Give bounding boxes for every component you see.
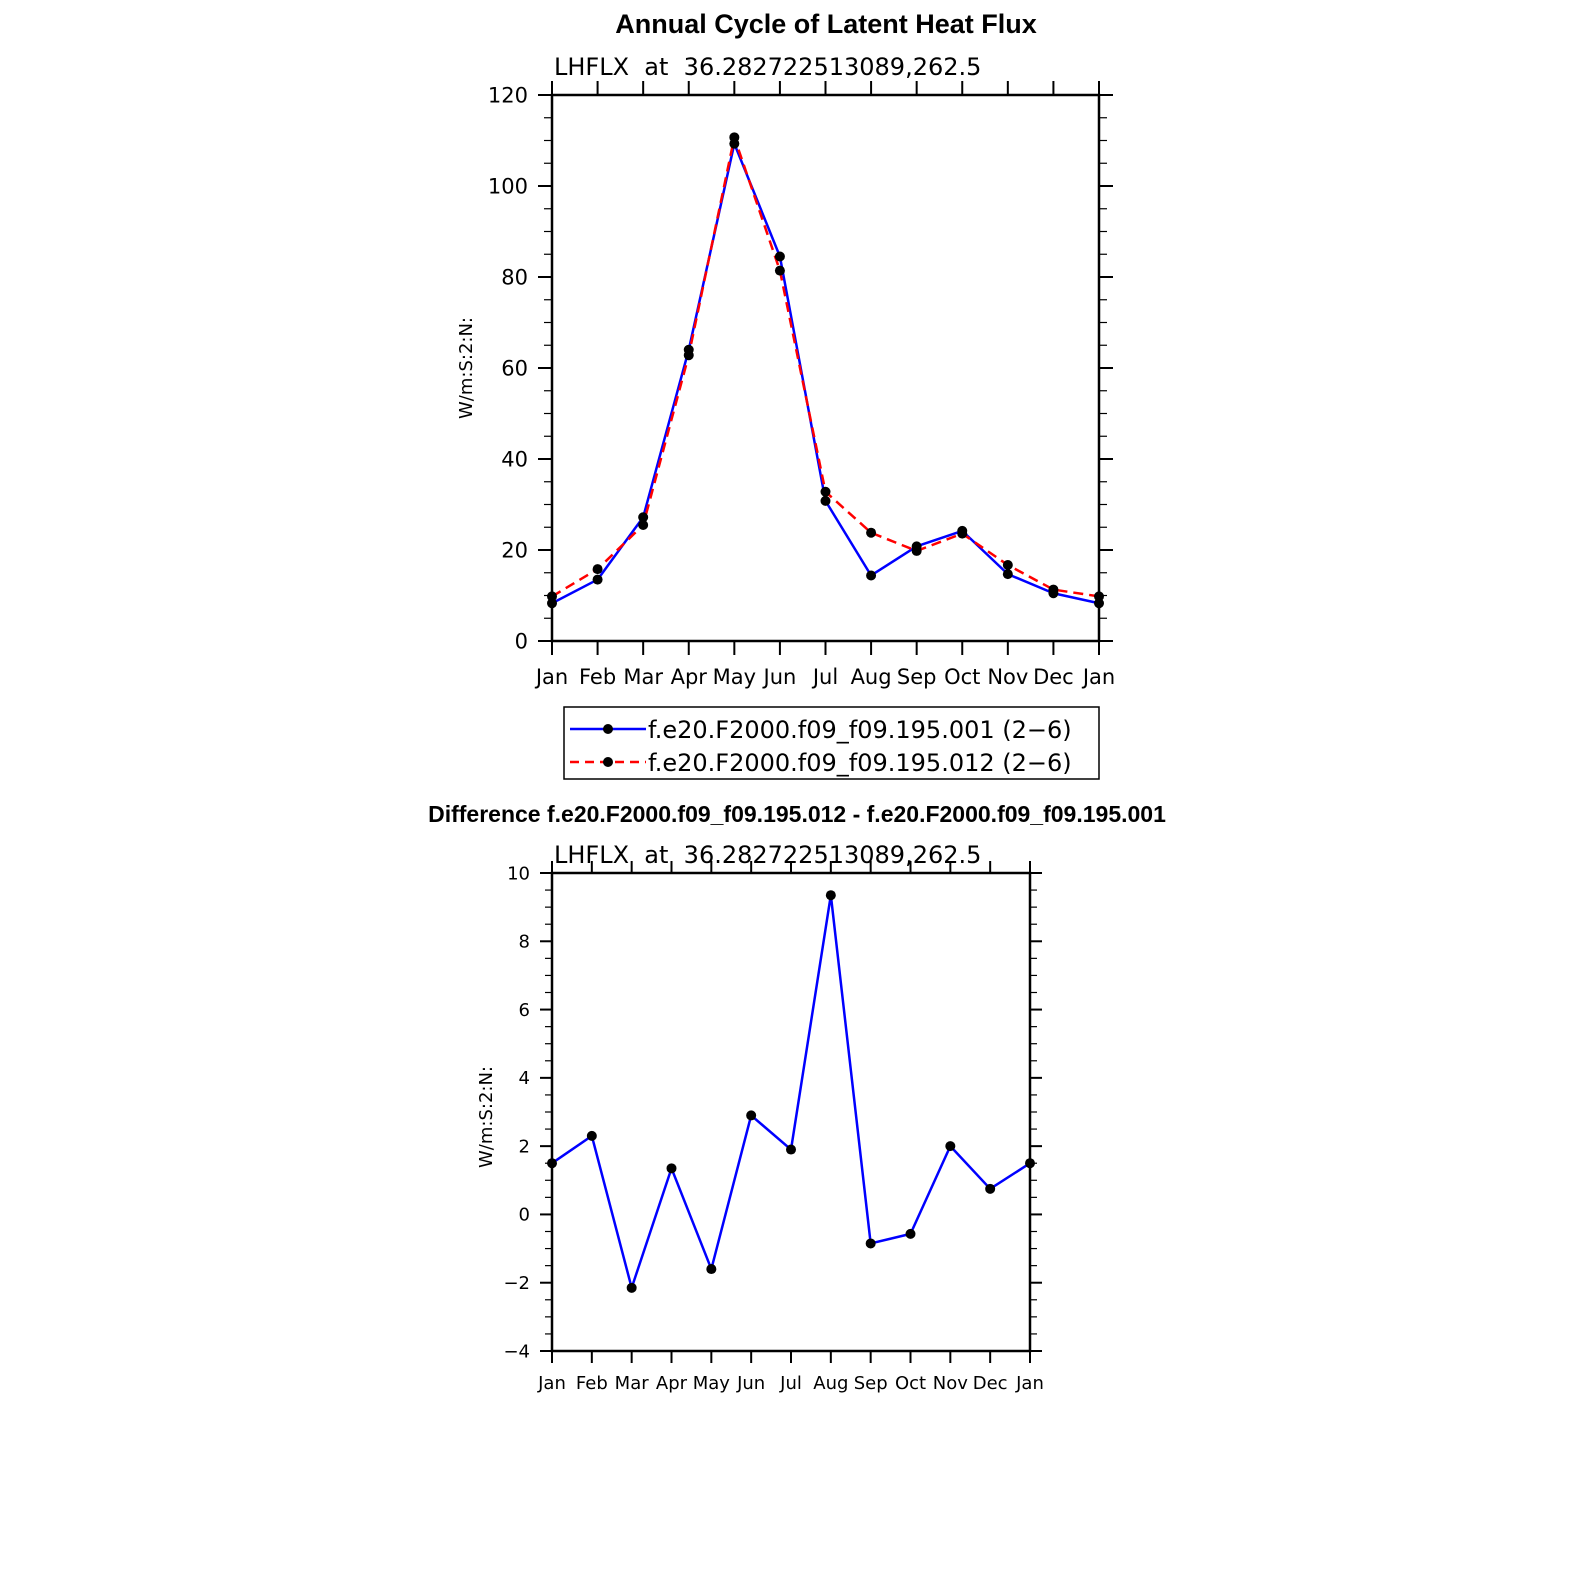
chart2-title: Difference f.e20.F2000.f09_f09.195.012 -…: [428, 801, 1166, 827]
x-tick-label: Jan: [1015, 1373, 1044, 1394]
y-tick-label: 0: [519, 1205, 530, 1226]
x-tick-label: Feb: [576, 1373, 608, 1394]
x-tick-label: Sep: [854, 1373, 888, 1394]
data-point: [945, 1141, 956, 1152]
x-tick-label: Apr: [671, 665, 708, 689]
data-point: [774, 265, 785, 276]
x-tick-label: Mar: [615, 1373, 650, 1394]
data-point: [547, 1158, 557, 1169]
data-point: [866, 527, 877, 538]
y-tick-label: 40: [501, 447, 528, 471]
data-point: [638, 519, 649, 530]
y-tick-label: 80: [501, 265, 528, 289]
data-point: [866, 570, 877, 581]
plot-frame: [550, 93, 1101, 643]
data-point: [746, 1110, 757, 1121]
chart2-ylabel: W/m:S:2:N:: [476, 1066, 497, 1168]
y-tick-label: 20: [501, 538, 528, 562]
legend-label-red: f.e20.F2000.f09_f09.195.012 (2−6): [648, 749, 1072, 777]
data-point: [706, 1264, 717, 1275]
x-tick-label: Jan: [534, 665, 568, 689]
chart1-title: Annual Cycle of Latent Heat Flux: [615, 9, 1037, 39]
y-tick-label: 60: [501, 356, 528, 380]
chart1-ylabel: W/m:S:2:N:: [456, 317, 477, 419]
x-tick-label: Aug: [851, 665, 892, 689]
data-point: [729, 132, 740, 143]
series-line-0: [551, 893, 1031, 1290]
data-point: [911, 545, 922, 556]
x-tick-label: May: [693, 1373, 731, 1394]
y-tick-label: −4: [503, 1341, 530, 1362]
x-tick-label: Aug: [813, 1373, 848, 1394]
legend-label-blue: f.e20.F2000.f09_f09.195.001 (2−6): [648, 716, 1072, 744]
data-point: [592, 574, 603, 585]
x-tick-label: May: [713, 665, 756, 689]
x-tick-label: Jul: [779, 1373, 802, 1394]
chart2-subtitle: LHFLX at 36.282722513089,262.5: [554, 841, 981, 869]
x-tick-label: Dec: [973, 1373, 1008, 1394]
y-tick-label: 0: [515, 629, 528, 653]
data-point: [547, 591, 557, 602]
data-point: [586, 1130, 597, 1141]
y-tick-label: 100: [488, 174, 528, 198]
annual-cycle-chart: Annual Cycle of Latent Heat Flux LHFLX a…: [456, 9, 1115, 780]
difference-chart: Difference f.e20.F2000.f09_f09.195.012 -…: [428, 801, 1166, 1394]
x-tick-label: Sep: [897, 665, 937, 689]
x-tick-label: Jul: [811, 665, 838, 689]
x-tick-label: Oct: [944, 665, 980, 689]
data-point: [666, 1163, 677, 1174]
x-tick-label: Feb: [579, 665, 616, 689]
data-point: [1002, 569, 1013, 580]
data-point: [774, 251, 785, 262]
y-tick-label: −2: [503, 1273, 530, 1294]
x-tick-label: Nov: [987, 665, 1028, 689]
data-point: [820, 486, 831, 497]
chart1-subtitle: LHFLX at 36.282722513089,262.5: [554, 53, 981, 81]
plot-frame: [550, 871, 1032, 1353]
data-point: [626, 1282, 637, 1293]
data-point: [592, 564, 603, 575]
x-tick-label: Jan: [1081, 665, 1115, 689]
x-tick-label: Oct: [895, 1373, 926, 1394]
x-tick-label: Jun: [762, 665, 797, 689]
series-line-1: [551, 136, 1100, 598]
data-point: [1048, 584, 1059, 595]
data-point: [1025, 1158, 1035, 1169]
data-point: [905, 1228, 916, 1239]
data-point: [1094, 591, 1104, 602]
data-point: [820, 495, 831, 506]
data-point: [1002, 560, 1013, 571]
x-tick-label: Apr: [656, 1373, 688, 1394]
data-point: [957, 528, 968, 539]
y-tick-label: 120: [488, 83, 528, 107]
x-tick-label: Mar: [623, 665, 663, 689]
legend-marker-blue: [603, 724, 613, 734]
x-tick-label: Nov: [933, 1373, 968, 1394]
data-point: [865, 1238, 876, 1249]
data-point: [985, 1183, 996, 1194]
x-tick-label: Dec: [1033, 665, 1074, 689]
y-tick-label: 4: [519, 1068, 530, 1089]
x-tick-label: Jan: [537, 1373, 566, 1394]
data-point: [638, 512, 649, 523]
data-point: [825, 890, 836, 901]
y-tick-label: 8: [519, 932, 530, 953]
x-tick-label: Jun: [736, 1373, 765, 1394]
legend-marker-red: [603, 757, 613, 767]
data-point: [683, 350, 694, 361]
data-point: [786, 1144, 796, 1155]
y-tick-label: 10: [507, 863, 530, 884]
y-tick-label: 6: [519, 1000, 530, 1021]
chart1-legend: f.e20.F2000.f09_f09.195.001 (2−6) f.e20.…: [563, 706, 1100, 780]
y-tick-label: 2: [519, 1136, 530, 1157]
